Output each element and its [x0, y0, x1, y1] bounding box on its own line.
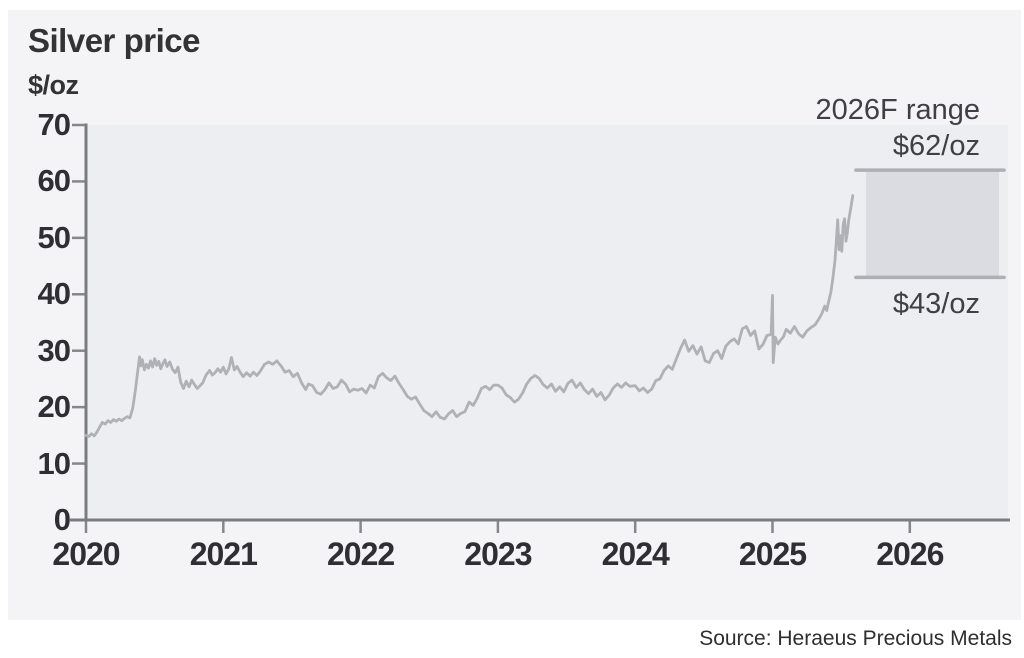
- x-axis-tick-label: 2025: [738, 536, 807, 572]
- y-axis-ticks: [72, 123, 86, 522]
- y-axis-tick-label: 0: [53, 502, 71, 537]
- forecast-range-box: [865, 170, 1000, 278]
- y-axis-tick-label: 30: [37, 332, 71, 368]
- x-axis-tick-label: 2024: [601, 536, 670, 572]
- x-axis-tick-label: 2026: [876, 536, 944, 572]
- forecast-high-label: $62/oz: [892, 130, 980, 162]
- y-axis-tick-label: 10: [37, 445, 71, 481]
- silver-price-line: [84, 194, 855, 438]
- y-axis-tick-label: 60: [37, 163, 71, 199]
- x-axis-tick-label: 2020: [52, 536, 120, 572]
- x-axis-tick-label: 2022: [327, 536, 395, 572]
- chart-card: Silver price $/oz 0 10 20 30 40 50 60 70 2020 20…: [8, 10, 1021, 620]
- source-credit: Source: Heraeus Precious Metals: [699, 627, 1012, 650]
- y-axis-tick-label: 50: [37, 219, 71, 255]
- chart-title: Silver price: [28, 22, 200, 59]
- forecast-range-label: 2026F range: [815, 94, 980, 126]
- y-axis-tick-label: 70: [37, 107, 71, 142]
- forecast-low-label: $43/oz: [892, 288, 980, 320]
- x-axis-tick-label: 2021: [189, 536, 258, 572]
- x-axis-tick-label: 2023: [464, 536, 532, 572]
- y-axis-tick-label: 20: [37, 389, 71, 425]
- y-axis-tick-label: 40: [37, 276, 71, 312]
- plot-area: [86, 125, 1008, 520]
- price-chart: [70, 123, 1010, 533]
- y-axis-unit-label: $/oz: [28, 70, 79, 100]
- x-axis-ticks: [84, 520, 912, 533]
